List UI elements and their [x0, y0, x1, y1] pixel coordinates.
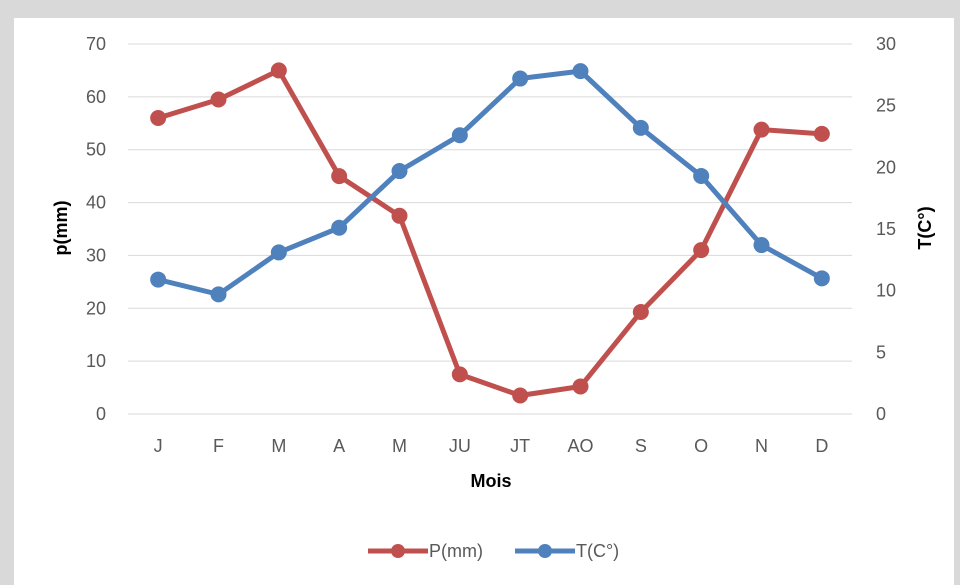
y2-tick-label: 30	[876, 34, 896, 54]
legend-marker-precip	[391, 544, 405, 558]
x-tick-label: M	[271, 436, 286, 456]
series-point	[451, 366, 468, 383]
gridlines	[128, 43, 852, 415]
y2-tick-label: 25	[876, 96, 896, 116]
legend: P(mm) T(C°)	[368, 541, 619, 561]
series-point	[813, 125, 830, 142]
series-point	[391, 207, 408, 224]
x-tick-label: JU	[449, 436, 471, 456]
legend-label-temp: T(C°)	[576, 541, 619, 561]
x-tick-label: A	[333, 436, 345, 456]
x-tick-label: M	[392, 436, 407, 456]
series-point	[451, 127, 468, 144]
series-point	[391, 163, 408, 180]
series-layer	[150, 62, 830, 404]
y-tick-label: 10	[86, 351, 106, 371]
y-axis-ticks: 0 10 20 30 40 50 60 70	[86, 34, 106, 424]
x-axis-title: Mois	[470, 471, 511, 491]
series-point	[632, 303, 649, 320]
series-point	[572, 378, 589, 395]
y2-tick-label: 0	[876, 404, 886, 424]
y-axis-title: p(mm)	[51, 201, 71, 256]
series-point	[512, 70, 529, 87]
series-point	[210, 91, 227, 108]
y-tick-label: 50	[86, 140, 106, 160]
x-tick-label: JT	[510, 436, 530, 456]
series-line	[155, 67, 825, 398]
y2-tick-label: 5	[876, 342, 886, 362]
series-point	[270, 62, 287, 79]
x-tick-label: D	[815, 436, 828, 456]
y2-tick-label: 20	[876, 157, 896, 177]
x-tick-label: O	[694, 436, 708, 456]
series-point	[270, 244, 287, 261]
y-tick-label: 20	[86, 298, 106, 318]
series-point	[693, 167, 710, 184]
y2-axis-ticks: 0 5 10 15 20 25 30	[876, 34, 896, 424]
y-tick-label: 30	[86, 245, 106, 265]
series-point	[331, 168, 348, 185]
series-point	[210, 286, 227, 303]
y2-tick-label: 15	[876, 219, 896, 239]
series-point	[813, 270, 830, 287]
y-tick-label: 70	[86, 34, 106, 54]
y2-tick-label: 10	[876, 281, 896, 301]
series-point	[572, 63, 589, 80]
x-tick-label: F	[213, 436, 224, 456]
series-point	[150, 271, 167, 288]
series-point	[331, 219, 348, 236]
legend-label-precip: P(mm)	[429, 541, 483, 561]
x-tick-label: N	[755, 436, 768, 456]
series-point	[632, 119, 649, 136]
series-point	[753, 237, 770, 254]
y-tick-label: 0	[96, 404, 106, 424]
legend-marker-temp	[538, 544, 552, 558]
y-tick-label: 40	[86, 193, 106, 213]
x-tick-label: S	[635, 436, 647, 456]
y2-axis-title: T(C°)	[915, 206, 935, 249]
series-line	[155, 68, 825, 297]
x-tick-label: J	[154, 436, 163, 456]
y-tick-label: 60	[86, 87, 106, 107]
x-axis-ticks: J F M A M JU JT AO S O N D	[154, 436, 829, 456]
x-tick-label: AO	[567, 436, 593, 456]
series-point	[150, 110, 167, 126]
series-point	[512, 387, 529, 404]
series-point	[693, 242, 710, 259]
series-point	[753, 121, 770, 138]
